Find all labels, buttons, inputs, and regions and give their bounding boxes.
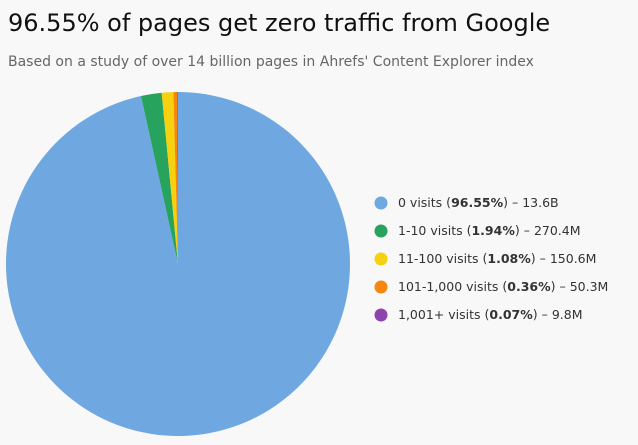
legend-marker	[374, 196, 388, 210]
pie-slice	[161, 92, 178, 264]
legend-label: 101-1,000 visits	[398, 279, 498, 294]
pie-slice	[177, 92, 178, 264]
legend-marker	[374, 308, 388, 322]
chart-title: 96.55% of pages get zero traffic from Go…	[8, 9, 550, 37]
legend-count: 270.4M	[534, 223, 581, 238]
pie-slice	[141, 92, 178, 264]
legend-entry: 1-10 visits (1.94%) – 270.4M	[398, 223, 581, 238]
legend-count: 150.6M	[550, 251, 597, 266]
legend-percent: 96.55%	[451, 195, 504, 210]
legend-label: 0 visits	[398, 195, 442, 210]
pie	[5, 92, 350, 436]
legend-entry: 101-1,000 visits (0.36%) – 50.3M	[398, 279, 608, 294]
legend-label: 11-100 visits	[398, 251, 479, 266]
legend-entry: 0 visits (96.55%) – 13.6B	[398, 195, 559, 210]
pie-slice	[5, 92, 350, 436]
legend-marker	[374, 252, 388, 266]
legend: 0 visits (96.55%) – 13.6B 1-10 visits (1.…	[374, 195, 608, 322]
legend-percent: 0.36%	[507, 279, 551, 294]
legend-count: 9.8M	[552, 307, 583, 322]
legend-percent: 1.08%	[487, 251, 531, 266]
legend-label: 1,001+ visits	[398, 307, 481, 322]
legend-marker	[374, 224, 388, 238]
legend-percent: 0.07%	[489, 307, 533, 322]
legend-percent: 1.94%	[471, 223, 515, 238]
pie-slice	[173, 92, 178, 264]
legend-entry: 1,001+ visits (0.07%) – 9.8M	[398, 307, 583, 322]
legend-label: 1-10 visits	[398, 223, 463, 238]
legend-count: 13.6B	[522, 195, 558, 210]
legend-entry: 11-100 visits (1.08%) – 150.6M	[398, 251, 596, 266]
chart-subtitle: Based on a study of over 14 billion page…	[8, 54, 534, 70]
legend-count: 50.3M	[570, 279, 609, 294]
legend-marker	[374, 280, 388, 294]
